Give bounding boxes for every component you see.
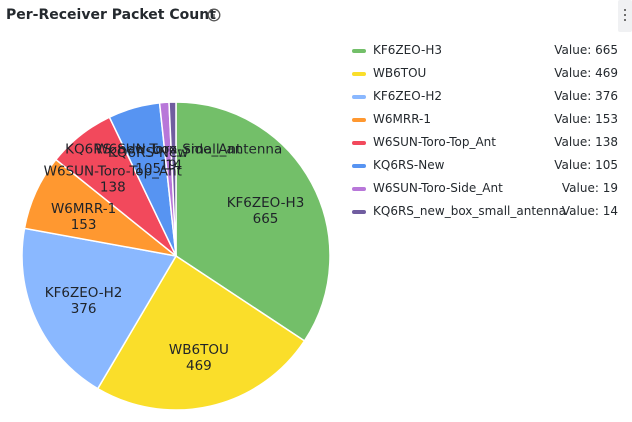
legend-swatch [352, 49, 366, 53]
legend-value: Value: 14 [561, 204, 618, 218]
slice-label-name: W6MRR-1 [51, 201, 116, 217]
slice-label-name: KQ6RS_new_box_small_antenna [65, 141, 282, 157]
info-circle-icon[interactable] [207, 8, 221, 22]
pie-slice-wb6tou[interactable] [96, 254, 306, 411]
slice-label-name: WB6TOU [169, 342, 229, 358]
legend-item-kf6zeo-h2[interactable]: KF6ZEO-H2 Value: 376 [352, 88, 620, 111]
legend-value: Value: 19 [561, 181, 618, 195]
slice-label-name: KF6ZEO-H2 [45, 285, 123, 301]
legend-item-kq6rs-new[interactable]: KQ6RS-New Value: 105 [352, 157, 620, 180]
legend-swatch [352, 118, 366, 122]
legend-item-kf6zeo-h3[interactable]: KF6ZEO-H3 Value: 665 [352, 42, 620, 65]
slice-label-value: 138 [100, 179, 126, 195]
slice-label-value: 14 [165, 157, 182, 173]
legend-value: Value: 138 [554, 135, 618, 149]
legend-item-w6mrr-1[interactable]: W6MRR-1 Value: 153 [352, 111, 620, 134]
slice-label-value: 153 [71, 217, 97, 233]
legend-swatch [352, 187, 366, 191]
legend-label: W6SUN-Toro-Side_Ant [373, 181, 503, 195]
legend-label: KF6ZEO-H3 [373, 43, 442, 57]
legend-swatch [352, 72, 366, 76]
legend-label: W6SUN-Toro-Top_Ant [373, 135, 496, 149]
slice-label-value: 665 [253, 211, 279, 227]
legend-value: Value: 469 [554, 66, 618, 80]
legend-swatch [352, 141, 366, 145]
legend-label: KF6ZEO-H2 [373, 89, 442, 103]
slice-label-value: 19 [160, 158, 177, 174]
slice-label-name: KF6ZEO-H3 [227, 195, 305, 211]
panel-title: Per-Receiver Packet Count [6, 7, 216, 23]
legend-swatch [352, 164, 366, 168]
slice-label-name: KQ6RS-New [108, 145, 188, 161]
legend-value: Value: 105 [554, 158, 618, 172]
legend-item-w6sun-toro-side-ant[interactable]: W6SUN-Toro-Side_Ant Value: 19 [352, 180, 620, 203]
legend-value: Value: 153 [554, 112, 618, 126]
legend-label: WB6TOU [373, 66, 427, 80]
legend-item-wb6tou[interactable]: WB6TOU Value: 469 [352, 65, 620, 88]
pie-slice-kf6zeo-h2[interactable] [21, 227, 178, 390]
legend-item-w6sun-toro-top-ant[interactable]: W6SUN-Toro-Top_Ant Value: 138 [352, 134, 620, 157]
slice-label-value: 376 [71, 301, 97, 317]
legend-label: KQ6RS_new_box_small_antenna [373, 204, 566, 218]
panel-header: Per-Receiver Packet Count [0, 0, 632, 32]
slice-label-value: 469 [186, 358, 212, 374]
slice-label-value: 105 [135, 161, 161, 177]
vertical-ellipsis-icon[interactable] [618, 0, 632, 32]
legend-value: Value: 376 [554, 89, 618, 103]
slice-label-name: W6SUN-Toro-Top_Ant [44, 163, 182, 179]
legend-swatch [352, 210, 366, 214]
legend-label: W6MRR-1 [373, 112, 432, 126]
slice-label-name: W6SUN-Toro-Side_Ant [95, 142, 241, 158]
legend: KF6ZEO-H3 Value: 665 WB6TOU Value: 469 KF6ZE… [352, 42, 620, 226]
legend-swatch [352, 95, 366, 99]
legend-label: KQ6RS-New [373, 158, 445, 172]
pie-slice-kq6rs-new-box-small-antenna[interactable] [168, 101, 177, 257]
legend-item-kq6rs-new-box-small-antenna[interactable]: KQ6RS_new_box_small_antenna Value: 14 [352, 203, 620, 226]
legend-value: Value: 665 [554, 43, 618, 57]
